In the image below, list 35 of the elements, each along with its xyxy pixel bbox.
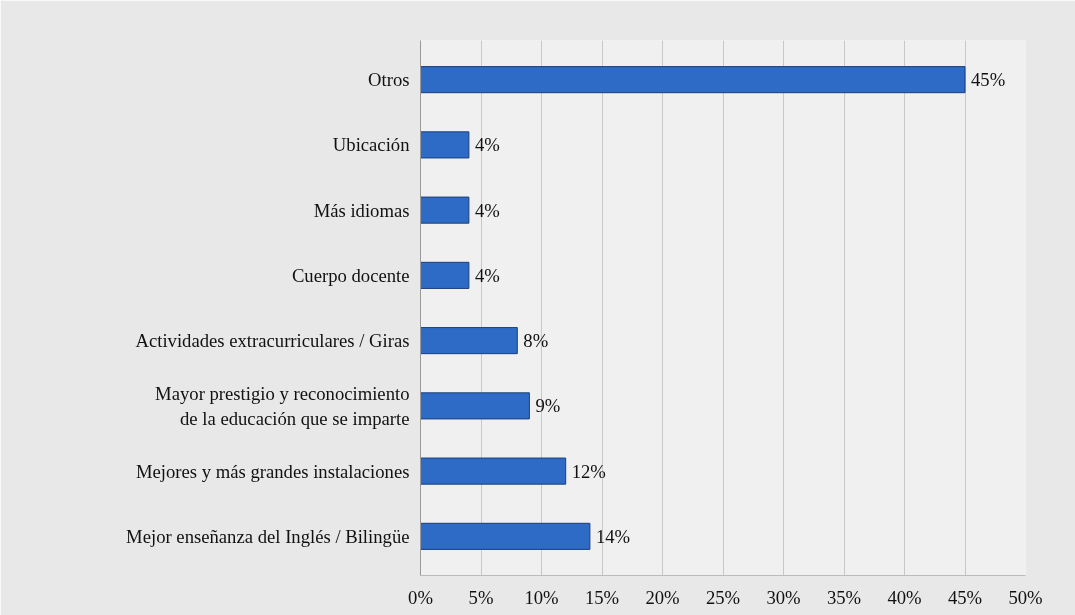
x-tick-label: 20%: [645, 586, 680, 608]
data-label: 9%: [535, 395, 561, 417]
y-tick-label: Actividades extracurriculares / Giras: [135, 330, 410, 352]
bar: [420, 457, 567, 485]
bar: [420, 131, 470, 159]
x-tick-label: 45%: [947, 586, 983, 608]
x-tick-label: 40%: [887, 586, 922, 608]
x-tick-label: 30%: [766, 586, 801, 608]
x-tick-label: 10%: [524, 586, 559, 608]
data-label: 8%: [523, 330, 549, 352]
x-tick-label: 5%: [468, 586, 494, 608]
data-label: 4%: [474, 134, 500, 156]
x-tick-label: 15%: [584, 586, 620, 608]
bar: [420, 392, 530, 420]
data-label: 4%: [474, 199, 500, 221]
data-label: 45%: [971, 69, 1006, 91]
y-tick-label: Mayor prestigio y reconocimiento de la educación que se imparte: [155, 382, 410, 429]
y-tick-label: Mejores y más grandes instalaciones: [135, 460, 410, 482]
bar: [420, 522, 591, 550]
y-tick-label: Cuerpo docente: [291, 264, 410, 286]
bar: [420, 66, 966, 94]
y-tick-label: Mejor enseñanza del Inglés / Bilingüe: [126, 525, 410, 547]
x-tick-label: 0%: [408, 586, 433, 608]
bar: [420, 196, 470, 224]
y-tick-label: Otros: [368, 69, 410, 91]
x-tick-label: 25%: [705, 586, 741, 608]
x-tick-label: 50%: [1008, 586, 1043, 608]
bar: [420, 327, 518, 355]
bar: [420, 261, 470, 289]
data-label: 4%: [474, 264, 500, 286]
data-label: 12%: [571, 460, 606, 482]
data-label: 14%: [595, 525, 631, 547]
y-tick-label: Ubicación: [332, 134, 411, 156]
y-tick-label: Más idiomas: [313, 199, 410, 221]
x-tick-label: 35%: [826, 586, 862, 608]
